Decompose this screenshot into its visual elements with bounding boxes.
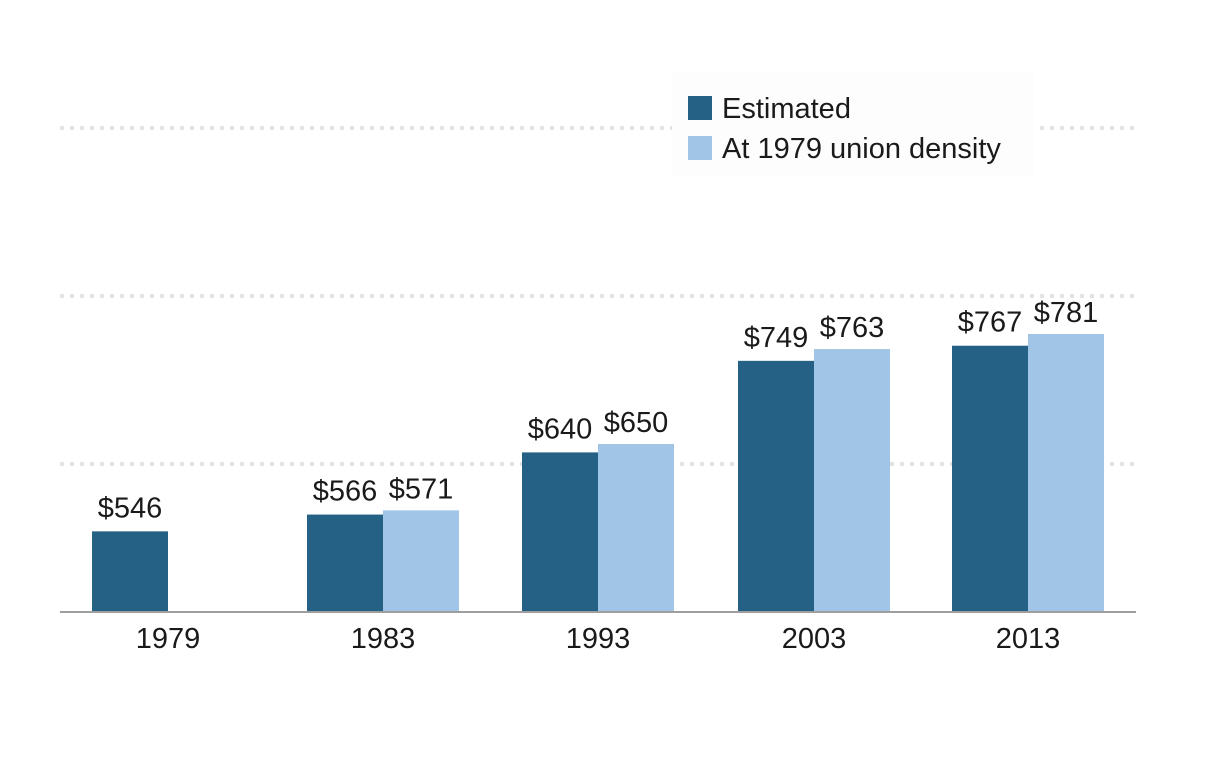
value-label-at-1979-density-2013: $781	[1034, 297, 1099, 329]
value-label-estimated-1979: $546	[98, 492, 163, 524]
legend-background	[672, 72, 1034, 176]
legend-label-estimated: Estimated	[722, 93, 851, 125]
bar-estimated-1979	[92, 531, 168, 612]
bar-estimated-1983	[307, 514, 383, 612]
x-tick-label-1983: 1983	[351, 623, 416, 655]
x-tick-label-1993: 1993	[566, 623, 631, 655]
bar-estimated-2013	[952, 345, 1028, 612]
legend-swatch-1979-density	[688, 136, 712, 160]
bar-at-1979-density-1993	[598, 444, 674, 612]
value-label-estimated-1993: $640	[528, 413, 593, 445]
bar-estimated-1993	[522, 452, 598, 612]
bar-at-1979-density-2013	[1028, 333, 1104, 612]
bar-at-1979-density-1983	[383, 510, 459, 612]
legend-label-1979-density: At 1979 union density	[722, 133, 1001, 165]
value-label-estimated-2003: $749	[744, 322, 809, 354]
bar-at-1979-density-2003	[814, 349, 890, 612]
x-tick-label-2013: 2013	[996, 623, 1061, 655]
bar-estimated-2003	[738, 360, 814, 612]
value-label-at-1979-density-1993: $650	[604, 407, 669, 439]
x-tick-label-1979: 1979	[136, 623, 201, 655]
legend-swatch-estimated	[688, 96, 712, 120]
x-tick-labels: 1979 1983 1993 2003 2013	[136, 623, 1061, 655]
value-label-at-1979-density-1983: $571	[389, 473, 454, 505]
legend: Estimated At 1979 union density	[672, 72, 1034, 176]
bars	[92, 333, 1104, 612]
value-label-at-1979-density-2003: $763	[820, 312, 885, 344]
value-label-estimated-2013: $767	[958, 307, 1023, 339]
x-tick-label-2003: 2003	[782, 623, 847, 655]
value-labels: $546 $566 $571 $640 $650 $749 $763 $767 $781	[98, 297, 1099, 524]
value-label-estimated-1983: $566	[313, 476, 378, 508]
